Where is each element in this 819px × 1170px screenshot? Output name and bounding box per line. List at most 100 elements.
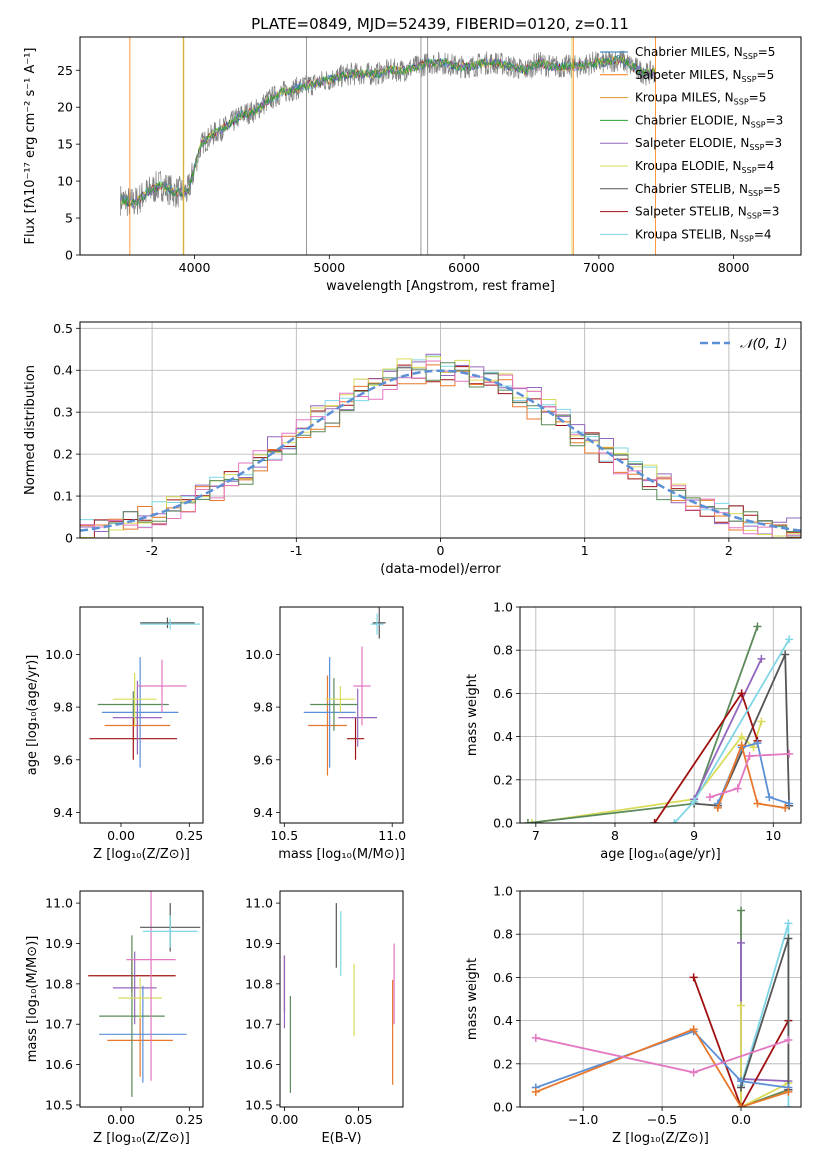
y-tick-label: 10.9 bbox=[245, 936, 273, 951]
model-spectrum-line bbox=[120, 56, 656, 207]
x-tick-label: 10 bbox=[765, 828, 781, 843]
x-axis-label: Z [log₁₀(Z/Z⊙)] bbox=[612, 1131, 709, 1146]
x-tick-label: 5000 bbox=[313, 260, 345, 275]
errorbar-point bbox=[142, 915, 198, 948]
y-tick-label: 10.0 bbox=[245, 647, 273, 662]
weight-marker bbox=[753, 622, 762, 631]
axes-frame bbox=[519, 606, 802, 824]
y-tick-label: 0.3 bbox=[53, 405, 73, 420]
spectrum-lines bbox=[120, 37, 656, 255]
age-vs-mass-panel: 10.5 11.0 9.4 9.6 9.8 10.0 mass [log₁₀(M/M⊙)] bbox=[245, 606, 406, 862]
legend-label-subscript: SSP bbox=[739, 234, 754, 243]
x-tick-label: 0.25 bbox=[175, 828, 203, 843]
weight-series-line bbox=[717, 742, 786, 809]
legend-label-suffix: =5 bbox=[749, 91, 767, 105]
y-tick-label: 0.8 bbox=[493, 927, 513, 942]
weight-marker bbox=[785, 749, 794, 758]
y-tick-label: 15 bbox=[57, 137, 73, 152]
weight-marker bbox=[523, 819, 532, 823]
weight-series bbox=[737, 1001, 793, 1107]
weight-marker bbox=[737, 938, 746, 947]
axes-frame bbox=[279, 606, 404, 824]
weight-marker bbox=[689, 1068, 698, 1077]
legend-label: Chabrier STELIB, NSSP=5 bbox=[635, 182, 781, 198]
x-tick-label: 8000 bbox=[718, 260, 750, 275]
legend-label-suffix: =3 bbox=[766, 113, 784, 127]
legend-label: Salpeter STELIB, NSSP=3 bbox=[635, 205, 779, 221]
weight-series-line bbox=[740, 1005, 789, 1107]
legend-label: Salpeter ELODIE, NSSP=3 bbox=[635, 136, 782, 152]
legend-label-text: Salpeter STELIB, N bbox=[635, 205, 747, 219]
axes-frame bbox=[79, 890, 204, 1108]
weight-series bbox=[523, 622, 762, 823]
errorbar-point bbox=[137, 659, 187, 713]
x-axis-label: mass [log₁₀(M/M⊙)] bbox=[278, 847, 405, 862]
legend-label-text: Chabrier ELODIE, N bbox=[635, 113, 751, 127]
errorbar-point bbox=[99, 935, 165, 1097]
mass-vs-extinction-panel: 0.00 0.05 10.5 10.6 10.7 10.8 10.9 11.0 E(B-V) bbox=[245, 890, 404, 1146]
x-tick-label: 7 bbox=[532, 828, 540, 843]
x-axis-label: age [log₁₀(age/yr)] bbox=[600, 847, 721, 862]
x-tick-label: 0.00 bbox=[107, 1112, 135, 1127]
legend-label-suffix: =5 bbox=[757, 68, 775, 82]
legend-label-suffix: =5 bbox=[763, 182, 781, 196]
weight-marker bbox=[737, 732, 746, 741]
spectrum-panel: 4000 5000 6000 7000 8000 0 5 10 15 20 25 wavelength… bbox=[23, 36, 802, 294]
weight-marker bbox=[670, 819, 679, 823]
weight-series-line bbox=[740, 938, 790, 1090]
weight-vs-age-panel: 7 8 9 10 0.0 0.2 0.4 0.6 0.8 1.0 age [log₁₀(age/yr… bbox=[465, 600, 802, 862]
weight-series-line bbox=[692, 977, 790, 1107]
observed-spectrum-line bbox=[120, 50, 656, 217]
errorbar-point bbox=[112, 951, 157, 1025]
weight-marker bbox=[531, 1033, 540, 1042]
y-tick-label: 0.8 bbox=[493, 643, 513, 658]
weight-marker bbox=[753, 799, 762, 808]
model-spectrum-line bbox=[120, 55, 656, 208]
x-tick-label: 7000 bbox=[583, 260, 615, 275]
y-axis-label: age [log₁₀(age/yr)] bbox=[25, 655, 40, 776]
y-tick-label: 0 bbox=[65, 531, 73, 546]
weight-marker bbox=[784, 934, 793, 943]
x-axis-label: (data-model)/error bbox=[380, 562, 501, 577]
legend-label: Chabrier MILES, NSSP=5 bbox=[635, 45, 775, 61]
weight-series bbox=[527, 717, 766, 823]
weight-marker bbox=[753, 739, 762, 748]
x-tick-label: 10.5 bbox=[270, 828, 298, 843]
x-tick-label: −1.0 bbox=[568, 1112, 598, 1127]
x-tick-label: 11.0 bbox=[378, 828, 406, 843]
errorbar-point bbox=[325, 686, 356, 713]
weight-series-line bbox=[709, 753, 790, 798]
model-spectrum-line bbox=[120, 54, 656, 207]
x-axis-label: Z [log₁₀(Z/Z⊙)] bbox=[93, 1131, 190, 1146]
y-tick-label: 25 bbox=[57, 63, 73, 78]
y-tick-label: 0.4 bbox=[53, 363, 73, 378]
y-tick-label: 0.0 bbox=[493, 816, 513, 831]
x-tick-label: 0.25 bbox=[175, 1112, 203, 1127]
legend-label-suffix: =4 bbox=[757, 159, 775, 173]
errorbar-point bbox=[112, 672, 157, 726]
axes-frame bbox=[79, 321, 802, 539]
y-tick-label: 0.2 bbox=[493, 1056, 513, 1071]
weight-marker bbox=[781, 650, 790, 659]
errorbar-point bbox=[99, 985, 187, 1083]
errorbar-point bbox=[140, 618, 201, 630]
errorbar-point bbox=[303, 657, 356, 768]
y-tick-label: 0.6 bbox=[493, 686, 513, 701]
legend-label-suffix: =3 bbox=[764, 136, 782, 150]
legend-label-subscript: SSP bbox=[742, 166, 757, 175]
y-tick-label: 10.5 bbox=[45, 1097, 73, 1112]
errorbar-points bbox=[283, 903, 395, 1093]
legend-label-subscript: SSP bbox=[734, 98, 749, 107]
x-tick-label: 0.0 bbox=[731, 1112, 751, 1127]
y-axis-label: mass [log₁₀(M/M⊙)] bbox=[25, 936, 40, 1063]
x-tick-label: 0.05 bbox=[345, 1112, 373, 1127]
y-tick-label: 10.6 bbox=[45, 1057, 73, 1072]
errorbar-points bbox=[88, 891, 201, 1097]
weight-marker bbox=[784, 919, 793, 928]
x-tick-label: -2 bbox=[146, 543, 158, 558]
y-tick-label: 10.8 bbox=[45, 976, 73, 991]
y-tick-label: 11.0 bbox=[45, 896, 73, 911]
weight-marker bbox=[650, 819, 659, 823]
weight-marker bbox=[737, 1001, 746, 1010]
x-tick-label: 1 bbox=[581, 543, 589, 558]
